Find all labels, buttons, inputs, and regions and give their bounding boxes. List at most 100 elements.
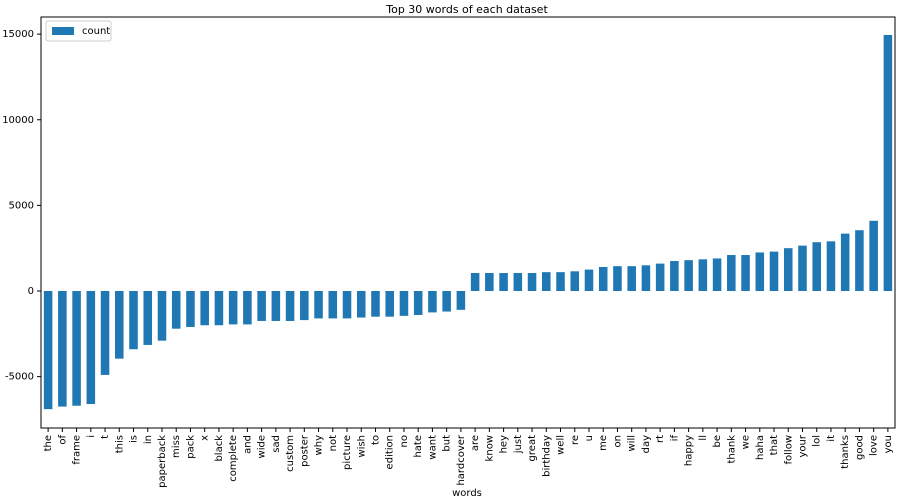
bar xyxy=(115,291,124,359)
x-tick-label: complete xyxy=(228,435,239,482)
x-tick-label: haha xyxy=(755,435,766,460)
bar xyxy=(200,291,209,326)
x-tick-label: be xyxy=(712,435,723,448)
x-tick-label: your xyxy=(797,434,808,457)
x-tick-label: birthday xyxy=(541,435,552,477)
bar xyxy=(470,273,480,291)
x-tick-label: great xyxy=(527,435,538,462)
bar xyxy=(883,34,893,291)
x-tick-label: no xyxy=(399,435,410,447)
bar xyxy=(584,269,594,291)
y-tick-label: 0 xyxy=(28,286,34,297)
bar xyxy=(527,273,537,291)
x-tick-label: follow xyxy=(783,435,794,465)
bar xyxy=(157,291,167,341)
x-tick-label: and xyxy=(242,435,253,454)
bar xyxy=(228,291,238,325)
x-tick-label: wish xyxy=(356,435,367,458)
y-tick-label: -5000 xyxy=(5,372,34,383)
legend-label: count xyxy=(82,26,110,37)
x-tick-label: of xyxy=(57,435,68,445)
bar xyxy=(570,271,580,291)
bar xyxy=(399,291,409,316)
x-tick-label: the xyxy=(43,435,54,451)
bar xyxy=(257,291,266,321)
x-tick-label: custom xyxy=(285,435,296,472)
x-tick-label: will xyxy=(627,435,638,452)
x-tick-label: happy xyxy=(684,435,695,466)
bar xyxy=(129,291,138,350)
x-tick-label: you xyxy=(883,435,894,453)
x-tick-label: edition xyxy=(385,435,396,469)
bar xyxy=(783,248,793,291)
x-tick-label: just xyxy=(513,435,524,454)
bar xyxy=(371,291,380,317)
bar xyxy=(712,258,722,291)
x-tick-label: i xyxy=(86,435,97,438)
bar xyxy=(43,291,53,410)
bar xyxy=(655,263,665,291)
x-tick-label: want xyxy=(427,435,438,460)
x-tick-label: love xyxy=(869,435,880,456)
x-tick-label: re xyxy=(570,435,581,445)
bar xyxy=(812,242,821,291)
bar xyxy=(356,291,366,318)
bar xyxy=(442,291,451,312)
bar xyxy=(826,241,836,291)
bar xyxy=(328,291,338,319)
x-tick-label: not xyxy=(328,435,339,451)
bar xyxy=(542,272,551,291)
x-tick-label: black xyxy=(214,435,225,462)
bar xyxy=(855,230,864,291)
x-tick-label: well xyxy=(556,435,567,455)
bar xyxy=(385,291,394,317)
x-tick-label: why xyxy=(314,435,325,456)
bar xyxy=(641,265,651,291)
legend-box xyxy=(45,20,112,42)
bar xyxy=(428,291,437,313)
x-tick-label: but xyxy=(442,435,453,452)
bar xyxy=(670,261,679,291)
x-tick-label: know xyxy=(484,435,495,461)
x-tick-label: to xyxy=(370,435,381,445)
x-tick-label: me xyxy=(598,435,609,451)
x-tick-label: poster xyxy=(299,434,310,467)
bar xyxy=(72,291,81,406)
x-tick-label: in xyxy=(143,435,154,444)
bar xyxy=(698,259,708,291)
plot-frame xyxy=(40,16,896,429)
chart-title: Top 30 words of each dataset xyxy=(385,3,548,16)
x-tick-label: lol xyxy=(812,435,823,447)
bar xyxy=(314,291,323,319)
bar xyxy=(798,245,807,291)
bar xyxy=(100,291,110,375)
bar xyxy=(769,251,779,291)
x-tick-label: we xyxy=(741,435,752,449)
x-tick-label: t xyxy=(100,435,111,439)
x-tick-label: picture xyxy=(342,435,353,470)
x-tick-label: wide xyxy=(257,435,268,458)
x-tick-label: miss xyxy=(171,435,182,458)
x-tick-label: paperback xyxy=(157,435,168,488)
bar xyxy=(413,291,423,315)
bar xyxy=(869,220,878,291)
y-tick-label: 10000 xyxy=(2,115,34,126)
x-tick-label: are xyxy=(470,435,481,451)
x-tick-label: on xyxy=(612,435,623,447)
bar xyxy=(741,255,750,291)
bar xyxy=(627,266,636,291)
bar xyxy=(840,233,850,291)
bar xyxy=(499,273,508,291)
x-tick-label: rt xyxy=(655,435,666,443)
x-axis-label: words xyxy=(452,488,482,499)
x-tick-label: pack xyxy=(185,435,196,459)
bar xyxy=(171,291,181,329)
bar xyxy=(513,273,523,291)
bar xyxy=(58,291,67,407)
bar xyxy=(613,266,622,291)
bar xyxy=(342,291,352,319)
y-tick-label: 15000 xyxy=(2,29,34,40)
x-tick-label: good xyxy=(854,435,865,460)
bar xyxy=(485,273,494,291)
x-tick-label: x xyxy=(200,435,211,441)
